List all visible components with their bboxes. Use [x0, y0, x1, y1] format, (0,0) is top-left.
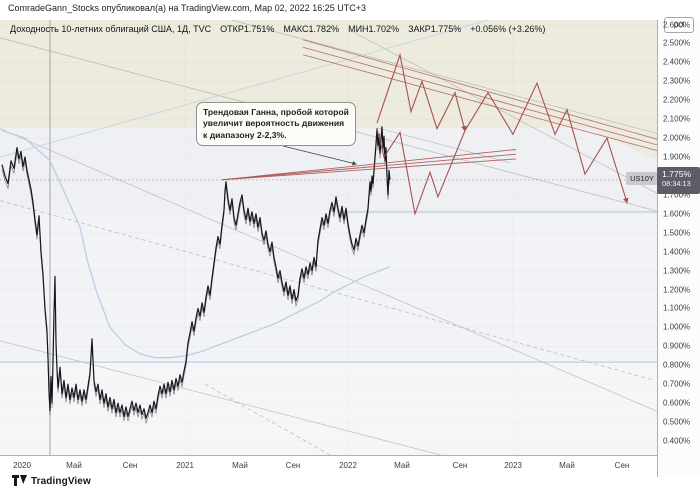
change-value: +0.056% (+3.26%): [470, 24, 546, 34]
close-value: ЗАКР1.775%: [408, 24, 462, 34]
pct-unit-button[interactable]: pct: [664, 17, 694, 33]
time-tick: 2021: [176, 461, 194, 470]
price-tick: 2.500%: [663, 38, 691, 48]
price-tick: 2.400%: [663, 57, 691, 67]
attribution-line: ComradeGann_Stocks опубликовал(а) на Tra…: [8, 3, 366, 13]
price-tick: 0.600%: [663, 398, 691, 408]
symbol-tag: US10Y: [626, 172, 658, 185]
price-tick: 1.300%: [663, 266, 691, 276]
countdown-timer: 08:34:13: [662, 179, 691, 188]
annotation-note[interactable]: Трендовая Ганна, пробой которой увеличит…: [196, 102, 356, 147]
time-tick: Сен: [285, 461, 301, 470]
time-tick: 2022: [339, 461, 357, 470]
price-tick: 2.600%: [663, 20, 691, 30]
price-tick: 1.900%: [663, 152, 691, 162]
price-tick: 2.000%: [663, 133, 691, 143]
brand-text: TradingView: [31, 475, 91, 487]
price-tick: 0.700%: [663, 379, 691, 389]
time-tick: Сен: [122, 461, 138, 470]
time-tick: Сен: [614, 461, 630, 470]
price-tick: 1.600%: [663, 209, 691, 219]
last-price-label: 1.775% 08:34:13: [657, 167, 700, 194]
price-tick: 0.400%: [663, 436, 691, 446]
time-tick: 2023: [504, 461, 522, 470]
time-tick: Май: [232, 461, 248, 470]
price-tick: 1.200%: [663, 285, 691, 295]
time-tick: Сен: [452, 461, 468, 470]
time-tick: Май: [66, 461, 82, 470]
price-tick: 1.400%: [663, 247, 691, 257]
price-tick: 1.700%: [663, 190, 691, 200]
price-tick: 2.300%: [663, 76, 691, 86]
tradingview-logo-icon: [12, 475, 27, 486]
time-tick: 2020: [13, 461, 31, 470]
price-tick: 1.500%: [663, 228, 691, 238]
price-tick: 0.500%: [663, 417, 691, 427]
time-tick: Май: [559, 461, 575, 470]
last-price-value: 1.775%: [662, 169, 692, 179]
time-tick: Май: [394, 461, 410, 470]
price-tick: 0.900%: [663, 341, 691, 351]
open-value: ОТКР1.751%: [220, 24, 275, 34]
price-tick: 1.000%: [663, 322, 691, 332]
price-tick: 1.100%: [663, 303, 691, 313]
instrument-header: Доходность 10-летних облигаций США, 1Д, …: [10, 24, 545, 34]
price-axis[interactable]: pct 2.600% 2.500% 2.400% 2.300% 2.200% 2.100%…: [657, 17, 700, 477]
instrument-title: Доходность 10-летних облигаций США, 1Д, …: [10, 24, 212, 34]
price-tick: 2.200%: [663, 95, 691, 105]
price-tick: 2.100%: [663, 114, 691, 124]
time-axis[interactable]: 2020 Май Сен 2021 Май Сен 2022 Май Сен 2023 Май Сен: [0, 455, 657, 478]
price-tick: 0.800%: [663, 360, 691, 370]
low-value: МИН1.702%: [348, 24, 400, 34]
tradingview-brand[interactable]: TradingView: [12, 475, 91, 487]
high-value: МАКС1.782%: [283, 24, 340, 34]
